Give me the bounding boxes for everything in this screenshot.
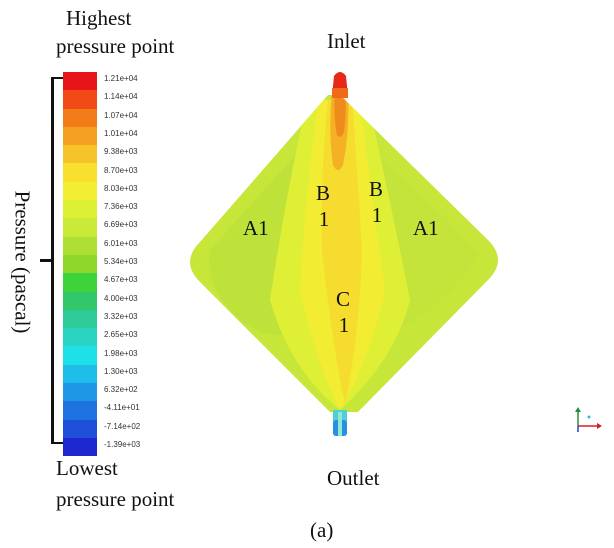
colorbar-swatch [63, 126, 97, 146]
region-b1-left-number: 1 [318, 207, 330, 231]
figure-caption: (a) [310, 518, 334, 542]
pressure-colorbar [63, 72, 97, 457]
colorbar-swatch [63, 309, 97, 329]
colorbar-tick-label: 6.32e+02 [104, 385, 138, 395]
colorbar-tick-label: 1.98e+03 [104, 348, 138, 358]
region-b1-right-letter: B [369, 177, 384, 201]
region-a1-left: A1 [243, 216, 269, 240]
region-c1-letter: C [336, 287, 351, 311]
inlet-neck [332, 88, 348, 98]
colorbar-tick-label: 3.32e+03 [104, 311, 138, 321]
colorbar-swatch [63, 90, 97, 109]
contour-band-gold [321, 100, 362, 405]
colorbar-swatch [63, 328, 97, 347]
region-a1-right: A1 [413, 216, 439, 240]
region-b1-left-letter: B [316, 181, 331, 205]
colorbar-tick-label: 6.01e+03 [104, 238, 138, 248]
colorbar-tick-label: 5.34e+03 [104, 257, 138, 266]
colorbar-swatch [63, 218, 97, 237]
colorbar-swatch [63, 200, 97, 219]
region-c1: C 1 [336, 286, 350, 338]
colorbar-tick-label: 1.07e+04 [104, 110, 138, 120]
inlet-label: Inlet [327, 29, 366, 53]
legend-bracket-tick [40, 259, 52, 262]
colorbar-tick-label: 6.69e+03 [104, 220, 138, 230]
colorbar-swatch [63, 401, 97, 420]
region-b1-left: B 1 [316, 180, 330, 232]
lowest-label-line2: pressure point [56, 487, 175, 511]
colorbar-swatch [63, 273, 97, 292]
colorbar-swatch [63, 163, 97, 182]
colorbar-swatch [63, 145, 97, 164]
region-b1-right: B 1 [369, 176, 383, 228]
colorbar-swatch [63, 181, 97, 201]
region-b1-right-number: 1 [371, 203, 383, 227]
colorbar-swatch [63, 437, 97, 457]
outlet-label: Outlet [327, 466, 380, 490]
colorbar-tick-label: -4.11e+01 [104, 403, 140, 413]
colorbar-tick-label: 9.38e+03 [104, 147, 138, 157]
colorbar-swatch [63, 236, 97, 255]
lowest-label-line1: Lowest [56, 456, 118, 480]
colorbar-tick-label: 8.03e+03 [104, 183, 138, 193]
colorbar-swatch [63, 108, 97, 127]
colorbar-tick-label: 4.00e+03 [104, 293, 138, 303]
colorbar-swatch [63, 346, 97, 365]
colorbar-tick-label: 7.36e+03 [104, 202, 138, 212]
colorbar-tick-label: 8.70e+03 [104, 165, 138, 175]
colorbar-swatch [63, 419, 97, 438]
highest-label-line2: pressure point [56, 34, 175, 58]
colorbar-swatch [63, 254, 97, 274]
colorbar-tick-label: 2.65e+03 [104, 330, 138, 340]
colorbar-tick-label: -1.39e+03 [104, 440, 141, 449]
colorbar-tick-label: 1.01e+04 [104, 128, 138, 138]
colorbar-tick-label: 1.21e+04 [104, 74, 138, 83]
colorbar-tick-label: 4.67e+03 [104, 275, 138, 285]
outlet-nozzle-stripe [338, 412, 342, 436]
legend-bracket-top [51, 77, 65, 79]
colorbar-tick-label: -7.14e+02 [104, 421, 141, 431]
region-c1-number: 1 [338, 313, 350, 337]
coordinate-axes-icon [575, 407, 602, 432]
contour-band-darkorange [334, 95, 346, 137]
colorbar-swatch [63, 383, 97, 402]
legend-bracket-bottom [51, 442, 65, 444]
highest-label-line1: Highest [66, 6, 132, 30]
colorbar-tick-label: 1.14e+04 [104, 92, 138, 102]
colorbar-tick-label: 1.30e+03 [104, 366, 138, 376]
colorbar-swatch [63, 291, 97, 310]
legend-bracket [51, 77, 54, 444]
colorbar-swatch [63, 72, 97, 91]
colorbar-swatch [63, 364, 97, 384]
